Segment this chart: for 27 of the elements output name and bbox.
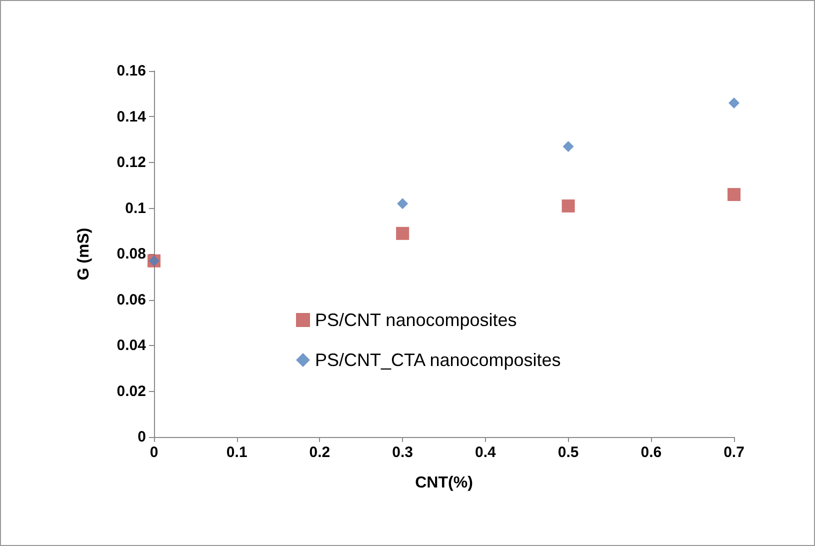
x-axis-title: CNT(%): [415, 474, 473, 492]
point: [562, 199, 575, 212]
point: [562, 140, 574, 152]
y-axis-title: G (mS): [76, 228, 92, 280]
x-tick-label: 0.3: [392, 444, 413, 461]
x-tick-label: 0: [150, 444, 158, 461]
x-tick-label: 0.6: [640, 444, 662, 461]
legend-label: PS/CNT_CTA nanocomposites: [315, 350, 561, 370]
x-tick-label: 0.7: [724, 444, 744, 461]
point: [728, 188, 740, 202]
y-tick-label: 0.02: [116, 382, 146, 400]
y-tick-label: 0.14: [116, 108, 147, 126]
point: [397, 198, 408, 210]
y-tick-label: 0.1: [125, 200, 146, 217]
y-tick-label: 0.04: [116, 337, 147, 354]
y-tick-label: 0.12: [116, 154, 146, 171]
y-tick-label: 0.16: [116, 62, 146, 80]
legend-label: PS/CNT nanocomposites: [315, 310, 517, 330]
x-tick-label: 0.4: [475, 444, 497, 461]
x-tick-label: 0.1: [226, 444, 248, 461]
y-tick-label: 0.06: [116, 291, 146, 308]
x-tick-label: 0.2: [309, 444, 330, 461]
y-tick-label: 0.08: [116, 246, 146, 262]
point: [396, 226, 410, 240]
point: [728, 98, 740, 109]
x-tick-label: 0.5: [558, 444, 579, 461]
y-tick-label: 0: [138, 428, 146, 446]
